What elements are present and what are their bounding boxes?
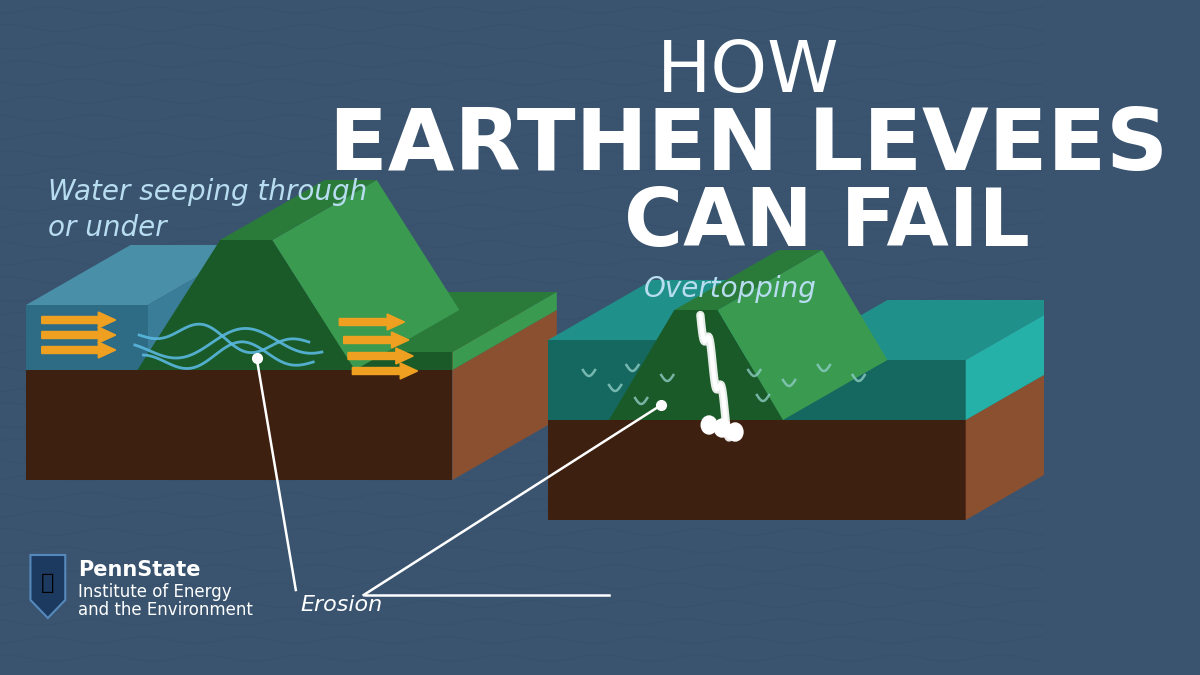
- Polygon shape: [683, 280, 787, 420]
- FancyArrow shape: [340, 314, 404, 330]
- Text: and the Environment: and the Environment: [78, 601, 253, 619]
- Polygon shape: [220, 180, 377, 240]
- Polygon shape: [26, 310, 557, 370]
- Polygon shape: [548, 360, 1070, 420]
- Polygon shape: [138, 240, 355, 370]
- Polygon shape: [452, 292, 557, 370]
- Polygon shape: [548, 340, 683, 420]
- Polygon shape: [26, 245, 252, 305]
- Text: Erosion: Erosion: [300, 595, 383, 615]
- Polygon shape: [30, 555, 65, 618]
- Circle shape: [701, 416, 716, 434]
- FancyArrow shape: [42, 327, 115, 343]
- Polygon shape: [548, 280, 787, 340]
- Circle shape: [714, 419, 730, 437]
- Polygon shape: [610, 360, 888, 420]
- Polygon shape: [272, 180, 460, 370]
- Polygon shape: [966, 360, 1070, 520]
- Polygon shape: [148, 352, 214, 370]
- Text: Overtopping: Overtopping: [644, 275, 817, 303]
- FancyArrow shape: [348, 348, 413, 364]
- FancyArrow shape: [42, 342, 115, 358]
- FancyArrow shape: [353, 363, 418, 379]
- Polygon shape: [26, 305, 148, 370]
- Text: 🦁: 🦁: [41, 573, 54, 593]
- Polygon shape: [548, 420, 966, 520]
- Polygon shape: [674, 250, 822, 310]
- Text: Water seeping through
or under: Water seeping through or under: [48, 178, 367, 242]
- Polygon shape: [214, 292, 318, 370]
- Polygon shape: [452, 310, 557, 480]
- Polygon shape: [227, 292, 557, 352]
- Polygon shape: [966, 300, 1070, 420]
- Polygon shape: [148, 245, 252, 370]
- Circle shape: [727, 423, 743, 441]
- Text: Institute of Energy: Institute of Energy: [78, 583, 232, 601]
- Text: CAN FAIL: CAN FAIL: [624, 185, 1030, 263]
- Polygon shape: [718, 250, 888, 420]
- Text: HOW: HOW: [656, 38, 840, 107]
- Polygon shape: [784, 300, 1070, 360]
- Polygon shape: [610, 310, 784, 420]
- Polygon shape: [148, 292, 318, 352]
- Polygon shape: [26, 370, 452, 480]
- FancyArrow shape: [42, 312, 115, 328]
- Polygon shape: [227, 352, 452, 370]
- Text: PennState: PennState: [78, 560, 200, 580]
- FancyArrow shape: [343, 332, 409, 348]
- Polygon shape: [784, 360, 966, 420]
- Text: EARTHEN LEVEES: EARTHEN LEVEES: [329, 105, 1168, 188]
